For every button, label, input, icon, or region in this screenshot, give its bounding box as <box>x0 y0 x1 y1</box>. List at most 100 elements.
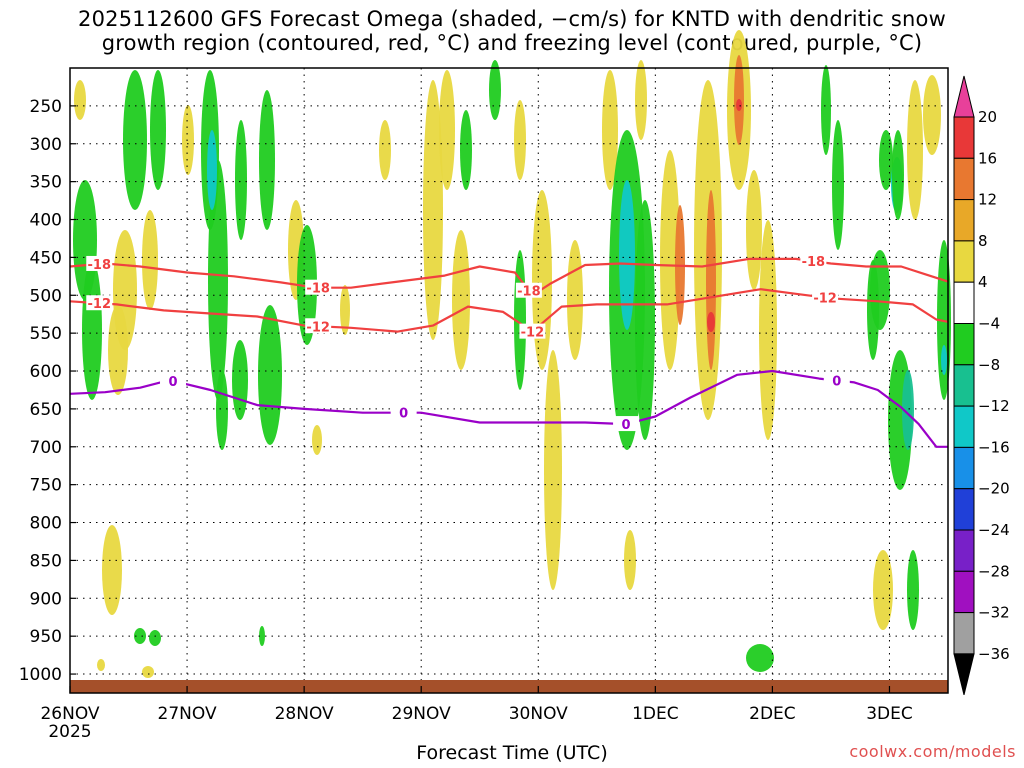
omega-cell <box>902 370 914 450</box>
omega-cell <box>635 60 647 140</box>
colorbar-bin <box>953 446 975 490</box>
x-tick-label: 3DEC <box>866 704 913 724</box>
site-credit[interactable]: coolwx.com/models <box>849 742 1016 761</box>
y-tick-label: 850 <box>30 551 62 571</box>
omega-cell <box>149 630 161 646</box>
colorbar-bin <box>953 529 975 572</box>
omega-cell <box>707 312 715 332</box>
omega-cell <box>123 70 147 210</box>
y-tick-label: 500 <box>30 286 62 306</box>
contour-label: -18 <box>802 255 826 270</box>
omega-cell <box>746 644 774 672</box>
contour-label: 0 <box>832 375 841 390</box>
y-tick-label: 700 <box>30 438 62 458</box>
omega-cell <box>82 260 102 400</box>
omega-cell <box>259 626 265 646</box>
omega-cell <box>941 345 947 375</box>
colorbar-bin <box>953 157 975 201</box>
colorbar-tick-label: 16 <box>978 149 997 167</box>
x-tick-label: 1DEC <box>632 704 679 724</box>
colorbar-tick-label: 8 <box>978 232 988 250</box>
omega-cell <box>602 70 618 190</box>
colorbar-bin <box>953 570 975 614</box>
colorbar-bin <box>953 488 975 531</box>
contour-label: -18 <box>306 282 330 297</box>
x-tick-label: 26NOV <box>40 704 99 724</box>
contour-label-bg <box>823 372 850 388</box>
omega-cell <box>423 80 443 340</box>
x-axis-title: Forecast Time (UTC) <box>416 742 608 764</box>
contour-label: 0 <box>168 375 177 390</box>
omega-cell <box>907 80 923 220</box>
omega-cell <box>867 260 879 360</box>
contour-lines: -18 -18 -18 -18 -12 -12 -12 -12 0 0 0 0 <box>69 253 949 448</box>
omega-cell <box>879 130 893 190</box>
x-axis-ticks: 26NOV 27NOV 28NOV 29NOV 30NOV 1DEC 2DEC 3DEC <box>40 686 913 724</box>
x-axis-year: 2025 <box>48 722 91 742</box>
omega-cell <box>832 120 844 250</box>
omega-cell <box>312 425 322 455</box>
x-tick-label: 29NOV <box>392 704 451 724</box>
y-tick-label: 350 <box>30 173 62 193</box>
chart-title-line1: 2025112600 GFS Forecast Omega (shaded, −… <box>78 7 946 31</box>
omega-cell <box>619 180 635 330</box>
colorbar-tick-label: 4 <box>978 273 988 291</box>
omega-cell <box>102 525 122 615</box>
contour-label-bg <box>160 372 187 388</box>
omega-cell <box>544 350 562 590</box>
y-tick-label: 250 <box>30 97 62 117</box>
omega-cell <box>746 170 762 290</box>
contour-label: -12 <box>88 297 112 312</box>
omega-cell <box>108 305 128 395</box>
contour-label: -12 <box>521 326 545 341</box>
colorbar-arrow-bottom <box>953 653 975 696</box>
omega-cell <box>489 60 501 120</box>
y-tick-label: 400 <box>30 211 62 231</box>
omega-cell <box>532 190 552 370</box>
y-tick-label: 450 <box>30 248 62 268</box>
chart-title-line2: growth region (contoured, red, °C) and f… <box>101 31 923 55</box>
omega-cell <box>235 120 247 240</box>
terrain-bar <box>70 680 948 693</box>
omega-cell <box>259 90 275 230</box>
omega-cell <box>736 99 742 111</box>
omega-cell <box>142 210 158 310</box>
omega-cell <box>660 150 680 370</box>
contour-label-bg <box>812 289 839 305</box>
colorbar-tick-label: 20 <box>978 108 997 126</box>
plot-frame <box>69 67 949 694</box>
omega-cell <box>907 550 919 630</box>
omega-cell <box>134 628 146 644</box>
y-tick-label: 1000 <box>19 665 62 685</box>
colorbar-bin <box>953 116 975 159</box>
y-axis-ticks: 250 300 350 400 450 500 550 600 650 700 750 800 850 9… <box>19 97 76 685</box>
colorbar-tick-label: −24 <box>978 521 1010 539</box>
x-tick-label: 2DEC <box>749 704 796 724</box>
colorbar-tick-label: −36 <box>978 645 1010 663</box>
omega-cell <box>182 105 194 175</box>
y-tick-label: 750 <box>30 476 62 496</box>
x-tick-label: 27NOV <box>158 704 217 724</box>
contour-label-bg <box>519 323 546 339</box>
omega-cell <box>873 550 893 630</box>
contour-label-bg <box>86 295 113 311</box>
colorbar-arrow-top <box>953 75 975 118</box>
omega-cell <box>460 110 472 190</box>
colorbar-tick-label: −4 <box>978 315 1000 333</box>
y-tick-label: 300 <box>30 135 62 155</box>
colorbar-tick-label: −12 <box>978 397 1010 415</box>
omega-cell <box>97 659 105 671</box>
colorbar-tick-label: −20 <box>978 480 1010 498</box>
y-tick-label: 800 <box>30 514 62 534</box>
omega-cell <box>207 130 217 210</box>
contour-label-bg <box>390 404 417 420</box>
colorbar-bin <box>953 281 975 325</box>
colorbar: 20 16 12 8 4 −4 −8 −12 −16 −20 −24 −28 −32 −36 <box>953 75 1010 696</box>
y-tick-label: 550 <box>30 324 62 344</box>
contour-label: -18 <box>517 285 541 300</box>
contour-label-bg <box>305 279 332 295</box>
omega-cell <box>452 230 470 370</box>
omega-cell <box>340 285 350 335</box>
y-tick-label: 600 <box>30 362 62 382</box>
